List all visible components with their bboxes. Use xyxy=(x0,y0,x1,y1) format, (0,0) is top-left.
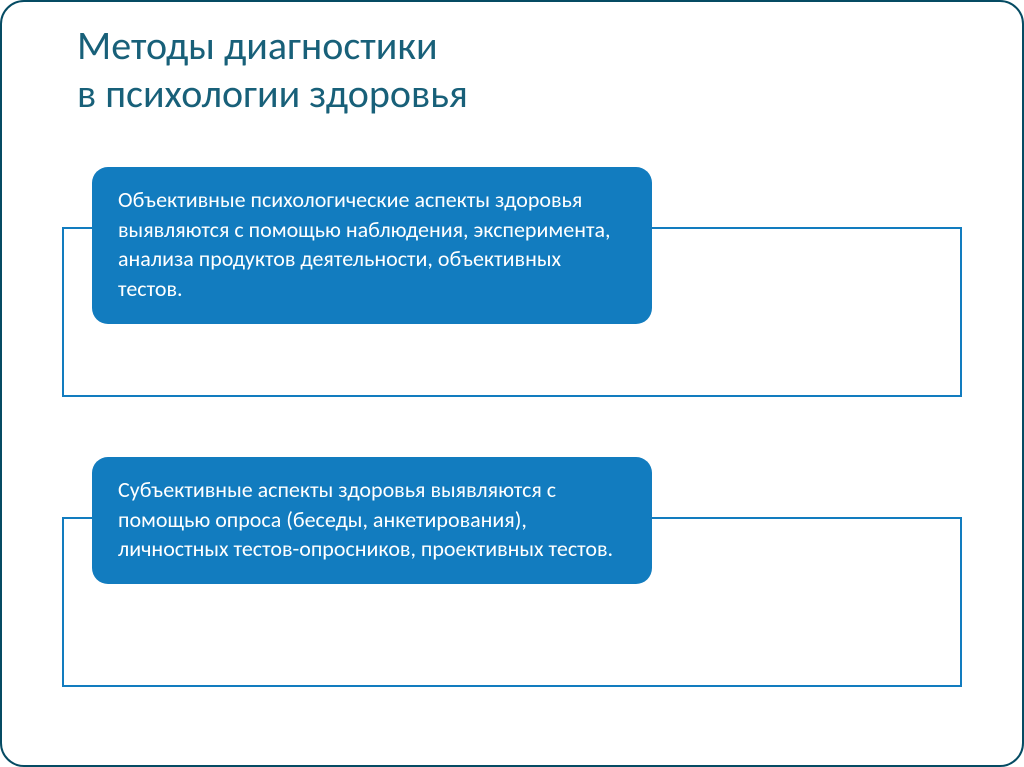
slide-frame: Методы диагностики в психологии здоровья… xyxy=(0,0,1024,767)
info-card-2: Субъективные аспекты здоровья выявляются… xyxy=(92,457,652,584)
content-group-2: Субъективные аспекты здоровья выявляются… xyxy=(62,457,962,707)
info-card-1: Объективные психологические аспекты здор… xyxy=(92,167,652,324)
slide-title: Методы диагностики в психологии здоровья xyxy=(77,22,877,118)
content-group-1: Объективные психологические аспекты здор… xyxy=(62,167,962,417)
